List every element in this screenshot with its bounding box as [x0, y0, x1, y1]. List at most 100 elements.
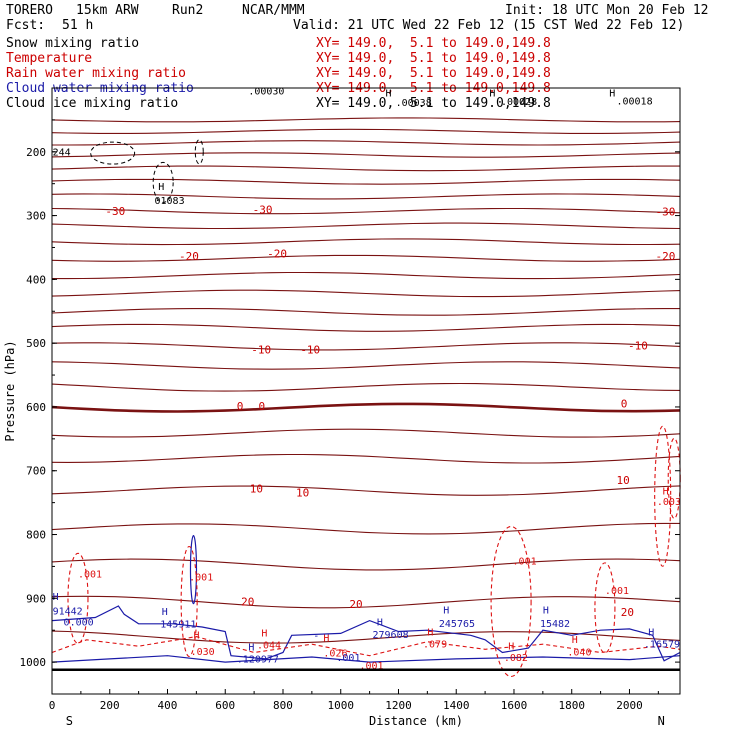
field-annotation: H	[377, 618, 383, 629]
y-tick-label: 400	[26, 273, 46, 286]
x-tick-label: 600	[215, 699, 235, 712]
legend-item-temperature: Temperature	[6, 51, 93, 66]
field-annotation: H	[543, 606, 549, 617]
x-tick-label: 1200	[385, 699, 412, 712]
y-tick-label: 500	[26, 337, 46, 350]
isotherm-label: -30	[655, 206, 675, 219]
field-annotation: H	[385, 88, 391, 99]
legend-item-snow: Snow mixing ratio	[6, 36, 140, 51]
model-resolution: 15km ARW	[76, 3, 139, 18]
field-annotation: .001	[605, 586, 629, 597]
isotherm-394	[52, 271, 681, 280]
isotherm-270	[51, 193, 681, 200]
isotherm-568	[51, 382, 681, 392]
legend-xy-cloud-ice: XY= 149.0, 5.1 to 149.0,149.8	[316, 96, 551, 111]
isotherm-10	[51, 485, 681, 496]
field-annotation: .001	[78, 569, 102, 580]
x-axis-label: Distance (km)	[369, 714, 463, 728]
isotherm-label: 10	[616, 474, 629, 487]
temperature-contours	[51, 117, 681, 644]
isotherm-label: 20	[621, 606, 634, 619]
isotherm-20	[51, 595, 681, 609]
field-annotation: .16579	[644, 639, 680, 650]
field-annotation: 279608	[372, 630, 408, 641]
field-annotation: .079	[423, 639, 447, 650]
field-annotation: .082	[504, 653, 528, 664]
field-annotation: .001	[360, 661, 384, 672]
isotherm-label: -20	[267, 248, 287, 261]
field-annotation: .001	[336, 653, 360, 664]
isotherm-316	[51, 222, 681, 230]
legend-item-cloud-ice: Cloud ice mixing ratio	[6, 96, 179, 111]
field-annotation: .044	[257, 641, 281, 652]
valid-time: Valid: 21 UTC Wed 22 Feb 12 (15 CST Wed …	[293, 18, 685, 33]
snow-contour	[152, 161, 174, 203]
north-end-label: N	[658, 714, 665, 728]
cloud-water-contour	[51, 605, 681, 662]
field-annotation: H	[248, 643, 254, 654]
field-annotation: H	[443, 606, 449, 617]
legend-item-rain: Rain water mixing ratio	[6, 66, 187, 81]
isotherm-label: -10	[628, 340, 648, 353]
isotherm--20	[51, 254, 681, 262]
rain-water-contour	[180, 545, 198, 658]
isotherm--10	[51, 342, 681, 351]
field-annotation: H	[193, 631, 199, 642]
y-tick-label: 300	[26, 210, 46, 223]
field-annotation: .001	[189, 572, 213, 583]
isotherm-label: 10	[296, 486, 309, 499]
isotherm-168	[51, 128, 681, 134]
isotherm-226	[51, 165, 680, 172]
model-name: TORERO	[6, 3, 53, 18]
isotherm-680	[51, 453, 681, 464]
field-annotation: .026	[323, 648, 347, 659]
field-annotation: H	[508, 641, 514, 652]
field-annotation: H	[158, 182, 164, 193]
x-tick-label: 800	[273, 699, 293, 712]
field-annotation: .00018	[616, 97, 652, 108]
isotherm-960	[51, 630, 681, 644]
field-annotation: .003	[657, 497, 681, 508]
isotherm-790	[51, 522, 680, 535]
y-tick-label: 800	[26, 529, 46, 542]
rain-water-contour-low	[51, 636, 681, 657]
field-annotation: .001	[513, 557, 537, 568]
field-annotation: .040	[567, 648, 591, 659]
field-annotation: H	[572, 635, 578, 646]
x-tick-label: 2000	[616, 699, 643, 712]
snow-contour	[194, 139, 204, 165]
init-time: Init: 18 UTC Mon 20 Feb 12	[505, 3, 709, 18]
y-axis-label: Pressure (hPa)	[3, 340, 17, 441]
x-tick-label: 1000	[327, 699, 354, 712]
isotherm-label: -10	[300, 343, 320, 356]
run-label: Run2	[172, 3, 204, 18]
forecast-hour: 51 h	[62, 18, 94, 33]
field-annotation: H	[648, 627, 654, 638]
field-annotation: 145911	[160, 620, 196, 631]
field-annotation: .00028	[501, 97, 537, 108]
isotherm-341	[51, 238, 681, 246]
org-label: NCAR/MMM	[242, 3, 305, 18]
field-annotation: 245765	[439, 619, 475, 630]
isotherm-535	[51, 361, 681, 370]
field-annotation: 15482	[540, 619, 570, 630]
legend-xy-snow: XY= 149.0, 5.1 to 149.0,149.8	[316, 36, 551, 51]
isotherm-label: 0	[258, 400, 265, 413]
isotherm-label: 0	[621, 398, 628, 411]
forecast-label: Fcst:	[6, 18, 46, 33]
isotherm-label: -30	[253, 204, 273, 217]
field-annotation: 0.000	[64, 618, 94, 629]
field-annotation: .00030	[248, 86, 284, 97]
isotherm-label: 20	[349, 598, 362, 611]
isotherm-186	[52, 140, 681, 146]
x-tick-label: 0	[49, 699, 56, 712]
isotherm-422	[51, 289, 681, 298]
field-annotation: -	[313, 631, 319, 642]
x-tick-label: 400	[158, 699, 178, 712]
isotherm-label: -10	[251, 343, 271, 356]
rain-water-contour	[654, 425, 672, 567]
plot-frame	[51, 87, 681, 695]
